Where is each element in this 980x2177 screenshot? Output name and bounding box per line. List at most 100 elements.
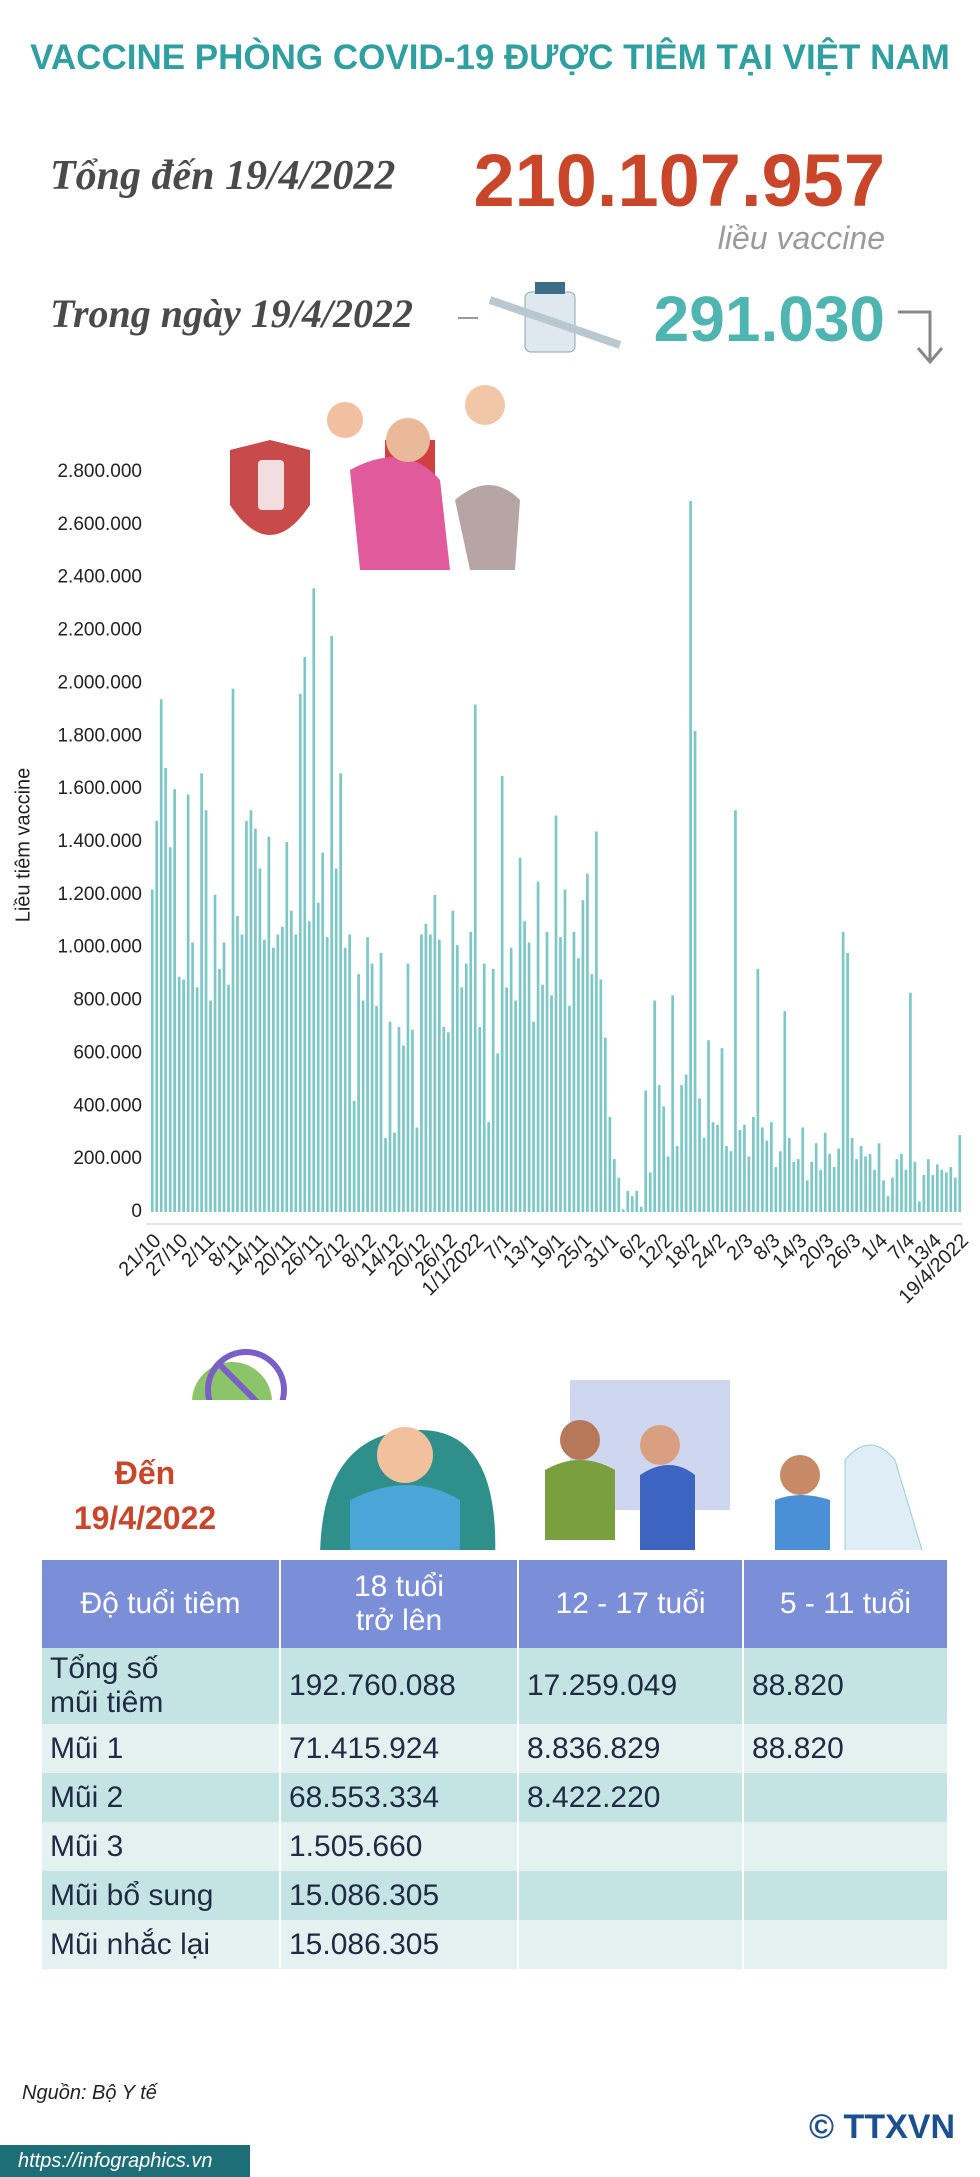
bar: [307, 921, 311, 1212]
bar: [644, 1090, 648, 1212]
bar: [249, 810, 253, 1212]
y-tick-label: 2.800.000: [57, 461, 142, 482]
bar: [218, 968, 221, 1212]
bar: [711, 1122, 715, 1212]
bar: [675, 1145, 679, 1212]
bar: [698, 1098, 701, 1212]
bar: [357, 974, 360, 1212]
bar: [877, 1143, 881, 1212]
cell: [743, 1920, 949, 1969]
bar: [653, 1000, 657, 1212]
bar: [747, 1156, 751, 1212]
url[interactable]: https://infographics.vn: [18, 2150, 213, 2172]
bar: [886, 1196, 890, 1212]
bar: [285, 842, 289, 1212]
bar: [922, 1175, 926, 1212]
bar: [195, 987, 199, 1212]
bar: [276, 934, 280, 1212]
bar: [716, 1124, 719, 1212]
y-tick-label: 2.400.000: [57, 567, 142, 588]
bar: [927, 1159, 930, 1212]
bar: [191, 942, 194, 1212]
cell: 15.086.305: [280, 1871, 519, 1920]
y-tick-label: 2.600.000: [57, 514, 142, 535]
bar: [177, 976, 181, 1212]
bar: [657, 1085, 661, 1212]
cell: 15.086.305: [280, 1920, 519, 1969]
cell: 88.820: [743, 1648, 949, 1724]
bar: [312, 588, 316, 1212]
y-axis-title: Liều tiêm vaccine: [12, 768, 34, 923]
bar: [819, 1169, 823, 1212]
y-tick-label: 1.400.000: [57, 831, 142, 852]
bar: [204, 810, 208, 1212]
bar: [953, 1177, 957, 1212]
illustrations: [320, 1380, 923, 1550]
bar: [289, 910, 293, 1212]
bar: [958, 1135, 962, 1212]
bar: [621, 1209, 625, 1212]
bar: [298, 694, 302, 1212]
bar: [491, 968, 495, 1212]
bar: [523, 921, 526, 1212]
bar: [330, 635, 334, 1212]
bar: [617, 1177, 621, 1212]
bar: [245, 820, 248, 1212]
bar: [796, 1159, 800, 1212]
bar: [482, 963, 486, 1212]
bar: [402, 1045, 405, 1212]
bar: [496, 1053, 500, 1212]
bar: [366, 937, 369, 1212]
bar: [639, 1206, 643, 1212]
daily-label: Trong ngày 19/4/2022: [50, 291, 413, 336]
total-label: Tổng đến 19/4/2022: [50, 153, 396, 199]
y-tick-label: 200.000: [73, 1148, 142, 1169]
header-cell: 12 - 17 tuổi: [518, 1560, 744, 1648]
cell: [743, 1871, 949, 1920]
bar: [801, 1127, 805, 1212]
bar: [258, 868, 262, 1212]
header-row: Độ tuổi tiêm 18 tuổi trở lên 12 - 17 tuổ…: [42, 1560, 949, 1648]
y-tick-label: 2.200.000: [57, 620, 142, 641]
bar: [213, 894, 217, 1212]
bar: [173, 789, 177, 1212]
bar: [940, 1169, 944, 1212]
bar: [455, 945, 459, 1212]
y-tick-label: 1.600.000: [57, 778, 142, 799]
bar: [935, 1164, 939, 1212]
bar: [429, 934, 432, 1212]
bar: [334, 868, 338, 1212]
bar: [590, 974, 594, 1212]
url-bar: https://infographics.vn: [0, 2145, 250, 2177]
bar: [931, 1175, 935, 1212]
row-label: Mũi 2: [42, 1773, 281, 1822]
bar: [509, 947, 513, 1212]
row-label: Tổng số mũi tiêm: [42, 1648, 281, 1724]
bar: [846, 953, 849, 1212]
bar: [604, 1037, 607, 1212]
bar: [500, 775, 504, 1212]
bar: [581, 900, 585, 1212]
bar: [891, 1177, 894, 1212]
bar: [375, 1005, 378, 1212]
bar: [442, 1027, 446, 1212]
bar: [702, 1138, 706, 1212]
cell: [518, 1871, 744, 1920]
bar: [263, 939, 266, 1212]
row-label: Mũi bổ sung: [42, 1871, 281, 1920]
bar: [514, 1000, 517, 1212]
bar: [662, 1106, 666, 1212]
bar: [765, 1140, 769, 1212]
cell: 17.259.049: [518, 1648, 744, 1724]
logo: © TTXVN: [809, 2108, 955, 2146]
cell: 1.505.660: [280, 1822, 519, 1871]
bar: [680, 1085, 683, 1212]
row-label: Mũi nhắc lại: [42, 1920, 281, 1969]
bar: [541, 984, 544, 1212]
cell: 88.820: [743, 1724, 949, 1773]
table-row: Mũi 3 1.505.660: [42, 1822, 949, 1871]
daily-value: 291.030: [653, 283, 885, 355]
bar: [168, 847, 172, 1212]
bar: [792, 1161, 796, 1212]
